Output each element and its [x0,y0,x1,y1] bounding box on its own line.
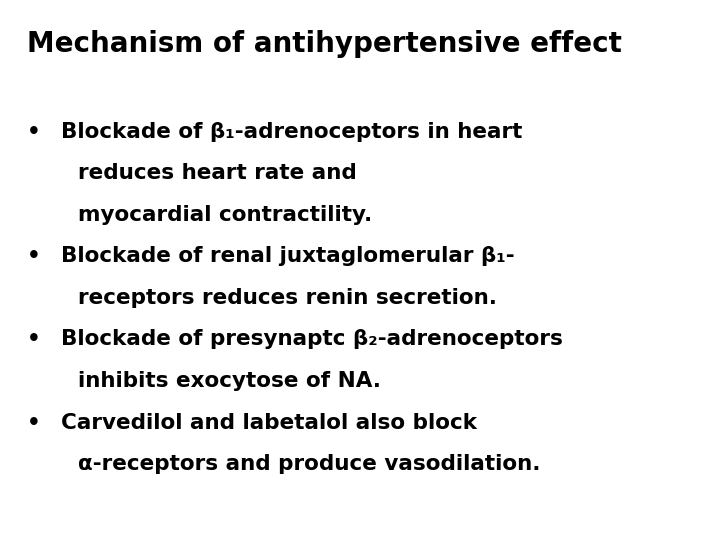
Text: •: • [27,122,41,141]
Text: Blockade of presynaptc β₂-adrenoceptors: Blockade of presynaptc β₂-adrenoceptors [61,329,563,349]
Text: Blockade of β₁-adrenoceptors in heart: Blockade of β₁-adrenoceptors in heart [61,122,523,141]
Text: •: • [27,413,41,433]
Text: inhibits exocytose of NA.: inhibits exocytose of NA. [78,371,381,391]
Text: α-receptors and produce vasodilation.: α-receptors and produce vasodilation. [78,454,540,474]
Text: myocardial contractility.: myocardial contractility. [78,205,372,225]
Text: Carvedilol and labetalol also block: Carvedilol and labetalol also block [61,413,477,433]
Text: Blockade of renal juxtaglomerular β₁-: Blockade of renal juxtaglomerular β₁- [61,246,515,266]
Text: receptors reduces renin secretion.: receptors reduces renin secretion. [78,288,497,308]
Text: •: • [27,329,41,349]
Text: Mechanism of antihypertensive effect: Mechanism of antihypertensive effect [27,30,622,58]
Text: reduces heart rate and: reduces heart rate and [78,163,356,183]
Text: •: • [27,246,41,266]
